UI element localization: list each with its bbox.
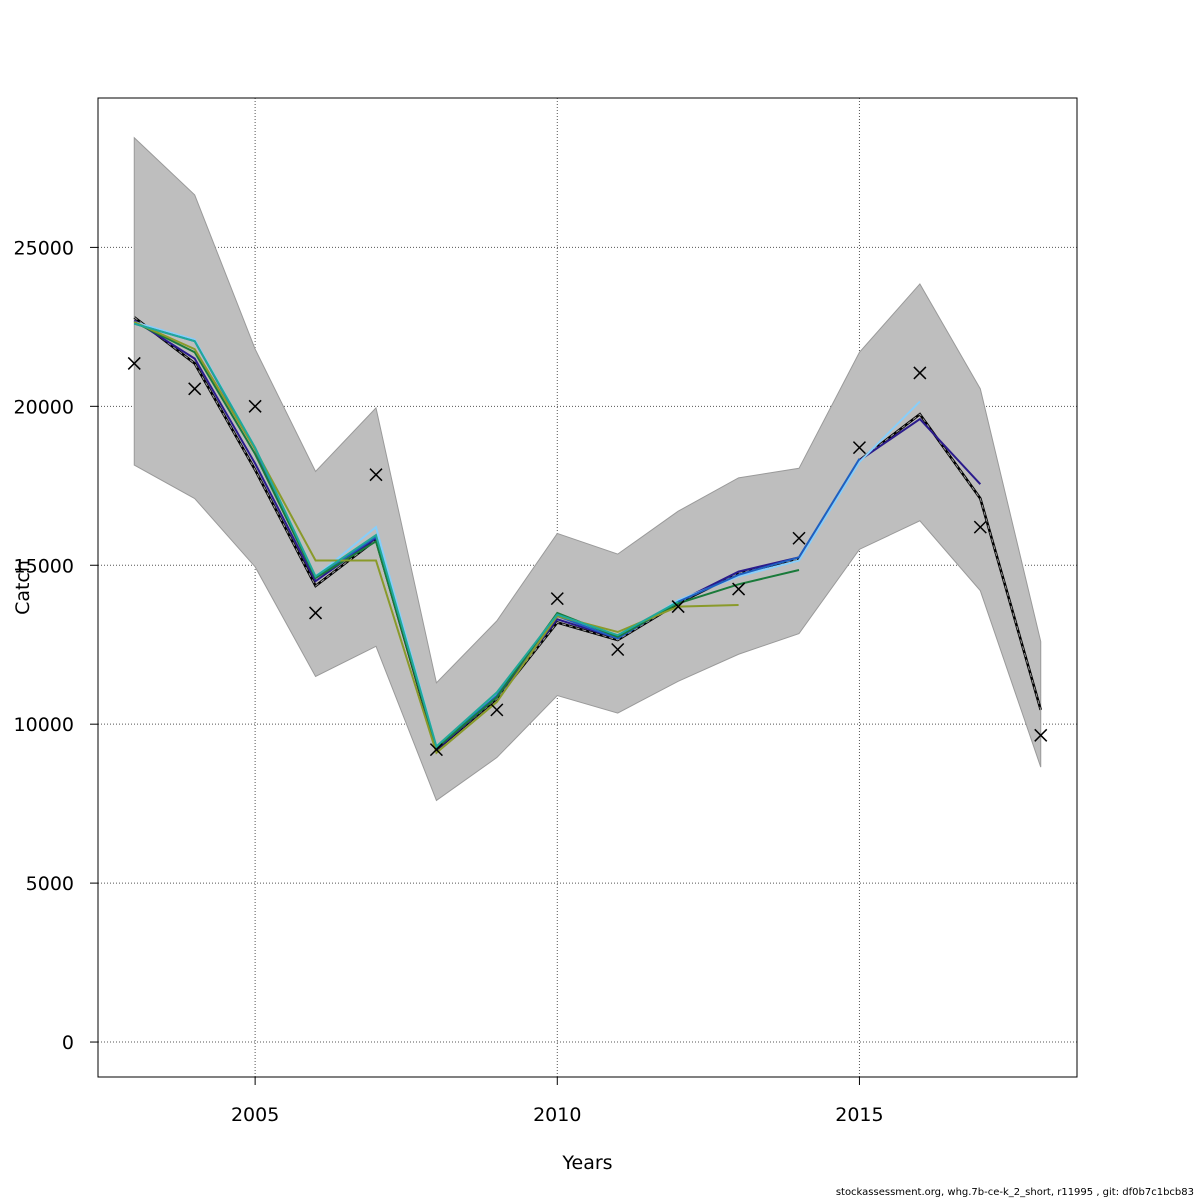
observed-point: [490, 703, 504, 717]
x-axis-title: Years: [561, 1152, 612, 1174]
observed-point: [1034, 728, 1048, 742]
confidence-band: [133, 136, 1042, 802]
observed-points-layer: [127, 356, 1048, 757]
y-tick-label: 15000: [14, 555, 74, 577]
x-tick-label: 2005: [231, 1104, 279, 1126]
x-tick-label: 2015: [835, 1104, 883, 1126]
observed-point: [429, 743, 443, 757]
y-tick-label: 0: [62, 1032, 74, 1054]
observed-point: [248, 399, 262, 413]
y-axis-title: Catch: [12, 560, 34, 615]
y-tick-label: 20000: [14, 396, 74, 418]
confidence-band-layer: [133, 136, 1042, 802]
observed-point: [550, 592, 564, 606]
observed-point: [127, 356, 141, 370]
series-line-0-base: [133, 316, 1042, 752]
x-tick-label: 2010: [533, 1104, 581, 1126]
observed-point: [732, 582, 746, 596]
series-line-4: [133, 321, 800, 750]
footer-note: stockassessment.org, whg.7b-ce-k_2_short…: [835, 1187, 1194, 1198]
plot-frame: [97, 97, 1078, 1078]
y-tick-label: 10000: [14, 714, 74, 736]
tick-labels: 2005 2010 2015 0 5000 10000 15000 20000 25000: [14, 237, 884, 1126]
observed-point: [913, 366, 927, 380]
observed-point: [792, 531, 806, 545]
y-tick-label: 25000: [14, 237, 74, 259]
observed-point: [309, 606, 323, 620]
series-line-6: [133, 322, 679, 749]
observed-point: [671, 600, 685, 614]
observed-point: [852, 441, 866, 455]
observed-point: [369, 468, 383, 482]
observed-point: [973, 520, 987, 534]
y-tick-label: 5000: [26, 873, 74, 895]
series-layer: [133, 316, 1042, 755]
observed-point: [611, 642, 625, 657]
observed-point: [188, 382, 202, 396]
